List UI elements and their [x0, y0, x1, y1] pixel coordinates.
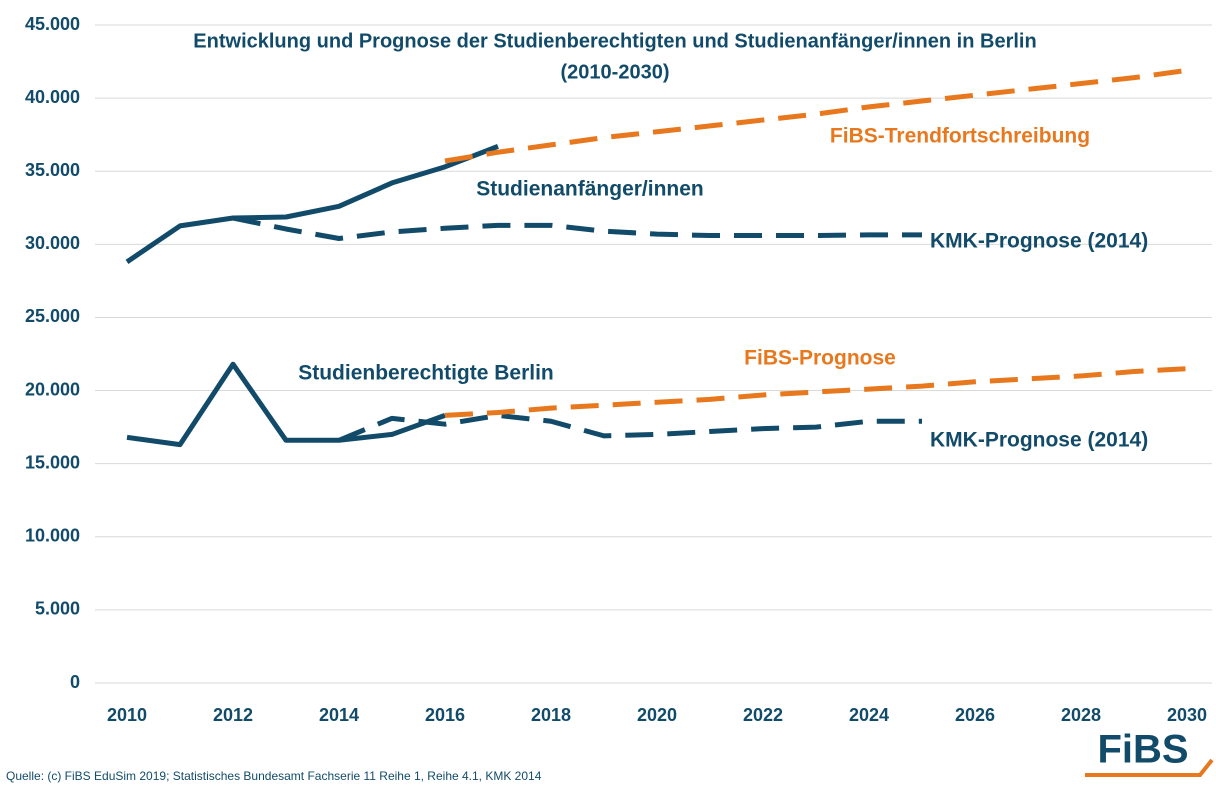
x-tick-label: 2010	[107, 705, 147, 725]
logo-swoosh	[1085, 758, 1214, 777]
y-tick-label: 0	[70, 672, 80, 692]
series-line	[125, 144, 499, 264]
x-tick-label: 2022	[743, 705, 783, 725]
y-tick-label: 45.000	[25, 14, 80, 34]
logo: FiBS	[1097, 728, 1188, 772]
x-tick-label: 2028	[1061, 705, 1101, 725]
series-line	[232, 215, 922, 241]
series-label: Studienanfänger/innen	[476, 178, 704, 201]
y-tick-label: 25.000	[25, 306, 80, 326]
x-tick-label: 2020	[637, 705, 677, 725]
y-tick-label: 40.000	[25, 87, 80, 107]
y-tick-label: 15.000	[25, 452, 80, 472]
y-tick-label: 5.000	[35, 599, 80, 619]
x-tick-label: 2024	[849, 705, 889, 725]
x-tick-label: 2026	[955, 705, 995, 725]
chart-title: Entwicklung und Prognose der Studienbere…	[193, 30, 1036, 52]
series-label: KMK-Prognose (2014)	[930, 429, 1148, 452]
y-tick-label: 30.000	[25, 233, 80, 253]
source-note: Quelle: (c) FiBS EduSim 2019; Statistisc…	[6, 769, 542, 783]
y-tick-label: 10.000	[25, 526, 80, 546]
series-line	[444, 366, 1188, 418]
x-tick-label: 2016	[425, 705, 465, 725]
series-label: KMK-Prognose (2014)	[930, 230, 1148, 253]
x-tick-label: 2030	[1167, 705, 1207, 725]
x-tick-label: 2014	[319, 705, 359, 725]
x-tick-label: 2018	[531, 705, 571, 725]
series-line	[338, 412, 922, 443]
series-line	[126, 361, 446, 448]
series-label: Studienberechtigte Berlin	[298, 362, 554, 385]
x-tick-label: 2012	[213, 705, 253, 725]
chart-subtitle: (2010-2030)	[561, 61, 670, 83]
series-label: FiBS-Trendfortschreibung	[830, 125, 1090, 148]
y-tick-label: 20.000	[25, 379, 80, 399]
y-tick-label: 35.000	[25, 160, 80, 180]
series-label: FiBS-Prognose	[744, 347, 896, 370]
